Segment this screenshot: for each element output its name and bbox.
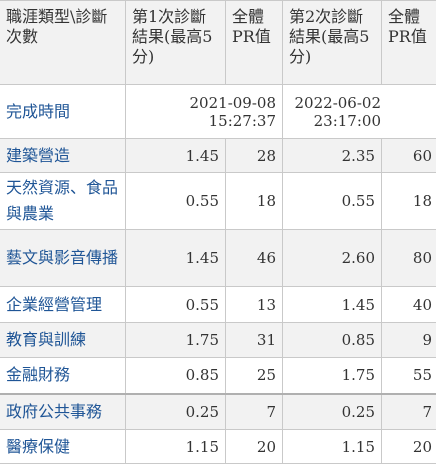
table-row: 企業經營管理 0.55 13 1.45 40 (0, 287, 436, 323)
header-row: 職涯類型\診斷次數 第1次診斷結果(最高5分) 全體PR值 第2次診斷結果(最高… (0, 1, 436, 85)
table-row: 藝文與影音傳播 1.45 46 2.60 80 (0, 230, 436, 287)
category-construction[interactable]: 建築營造 (0, 139, 126, 173)
score1-cell: 1.45 (126, 230, 226, 287)
category-natural-resources[interactable]: 天然資源、食品與農業 (0, 173, 126, 230)
pr1-cell: 13 (226, 287, 283, 323)
pr2-cell: 9 (382, 323, 436, 358)
category-arts-media[interactable]: 藝文與影音傳播 (0, 230, 126, 287)
pr1-cell: 20 (226, 430, 283, 464)
score2-cell: 0.25 (283, 394, 382, 430)
second-date: 2022-06-02 (283, 94, 432, 112)
table-row: 建築營造 1.45 28 2.35 60 (0, 139, 436, 173)
pr2-cell: 7 (382, 394, 436, 430)
score2-cell: 1.75 (283, 358, 382, 394)
pr2-cell: 40 (382, 287, 436, 323)
score2-cell: 0.85 (283, 323, 382, 358)
score2-cell: 2.60 (283, 230, 382, 287)
category-healthcare[interactable]: 醫療保健 (0, 430, 126, 464)
first-date: 2021-09-08 (126, 94, 276, 112)
score2-cell: 0.55 (283, 173, 382, 230)
score2-cell: 1.45 (283, 287, 382, 323)
pr2-cell: 55 (382, 358, 436, 394)
header-category: 職涯類型\診斷次數 (0, 1, 126, 85)
category-government[interactable]: 政府公共事務 (0, 394, 126, 430)
pr2-cell: 80 (382, 230, 436, 287)
table-row: 金融財務 0.85 25 1.75 55 (0, 358, 436, 394)
score2-cell: 1.15 (283, 430, 382, 464)
table-row: 醫療保健 1.15 20 1.15 20 (0, 430, 436, 464)
header-pr1: 全體PR值 (226, 1, 283, 85)
pr2-cell: 60 (382, 139, 436, 173)
pr1-cell: 7 (226, 394, 283, 430)
table-row: 政府公共事務 0.25 7 0.25 7 (0, 394, 436, 430)
header-second-result: 第2次診斷結果(最高5分) (283, 1, 382, 85)
category-finance[interactable]: 金融財務 (0, 358, 126, 394)
table-row: 天然資源、食品與農業 0.55 18 0.55 18 (0, 173, 436, 230)
score1-cell: 1.15 (126, 430, 226, 464)
score1-cell: 0.25 (126, 394, 226, 430)
table-row: 教育與訓練 1.75 31 0.85 9 (0, 323, 436, 358)
score2-cell: 2.35 (283, 139, 382, 173)
pr1-cell: 46 (226, 230, 283, 287)
score1-cell: 0.55 (126, 173, 226, 230)
category-business-management[interactable]: 企業經營管理 (0, 287, 126, 323)
first-time: 15:27:37 (126, 112, 276, 130)
pr2-cell: 20 (382, 430, 436, 464)
pr1-cell: 18 (226, 173, 283, 230)
second-time: 23:17:00 (283, 112, 432, 130)
score1-cell: 1.45 (126, 139, 226, 173)
header-pr2: 全體PR值 (382, 1, 436, 85)
score1-cell: 0.85 (126, 358, 226, 394)
header-first-result: 第1次診斷結果(最高5分) (126, 1, 226, 85)
pr1-cell: 31 (226, 323, 283, 358)
category-education-training[interactable]: 教育與訓練 (0, 323, 126, 358)
pr1-cell: 25 (226, 358, 283, 394)
pr2-cell: 18 (382, 173, 436, 230)
pr1-cell: 28 (226, 139, 283, 173)
score1-cell: 1.75 (126, 323, 226, 358)
completion-time-label[interactable]: 完成時間 (0, 85, 126, 139)
score1-cell: 0.55 (126, 287, 226, 323)
